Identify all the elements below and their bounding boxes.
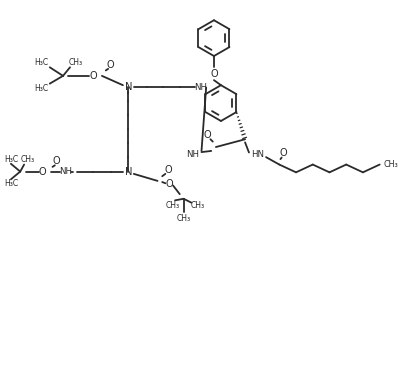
Text: H₃C: H₃C bbox=[4, 179, 18, 188]
Text: NH: NH bbox=[186, 150, 199, 159]
Text: NH: NH bbox=[194, 84, 207, 92]
Text: CH₃: CH₃ bbox=[21, 155, 35, 164]
Text: O: O bbox=[210, 68, 218, 78]
Text: N: N bbox=[125, 167, 132, 177]
Text: O: O bbox=[39, 167, 47, 177]
Text: H₃C: H₃C bbox=[4, 155, 18, 164]
Text: O: O bbox=[279, 148, 287, 158]
Text: CH₃: CH₃ bbox=[384, 160, 398, 169]
Text: H₃C: H₃C bbox=[34, 84, 48, 93]
Text: H₃C: H₃C bbox=[34, 58, 48, 67]
Text: O: O bbox=[203, 130, 211, 140]
Text: O: O bbox=[107, 60, 114, 70]
Text: N: N bbox=[125, 82, 132, 92]
Text: NH: NH bbox=[59, 167, 72, 176]
Text: CH₃: CH₃ bbox=[69, 58, 83, 67]
Text: CH₃: CH₃ bbox=[191, 201, 205, 210]
Text: O: O bbox=[53, 156, 60, 166]
Text: O: O bbox=[165, 165, 172, 175]
Text: O: O bbox=[90, 71, 97, 81]
Text: HN: HN bbox=[251, 150, 264, 159]
Text: O: O bbox=[166, 179, 173, 189]
Text: CH₃: CH₃ bbox=[177, 214, 191, 223]
Text: CH₃: CH₃ bbox=[166, 201, 180, 210]
